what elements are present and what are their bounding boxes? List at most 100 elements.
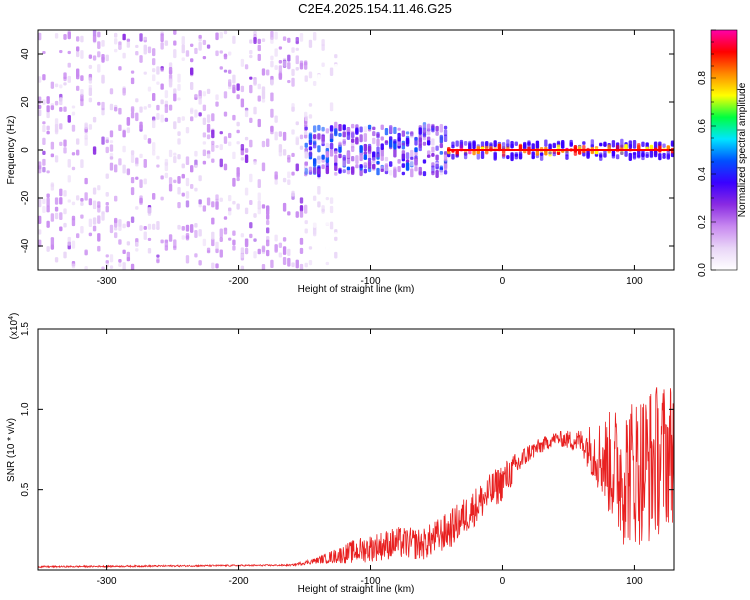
spectrogram-cell (126, 251, 131, 259)
spectrogram-cell (510, 140, 514, 149)
spectrogram-cell (181, 116, 185, 121)
spectrogram-cell (59, 197, 63, 205)
spectrogram-cell (321, 208, 325, 212)
page-title: C2E4.2025.154.11.46.G25 (298, 1, 452, 16)
spectrogram-cell (244, 154, 249, 164)
spectrogram-cell (105, 54, 109, 62)
spectrogram-cell (109, 130, 114, 138)
spectrogram-cell (410, 168, 414, 178)
spectrogram-cell (59, 123, 63, 130)
spectrogram-cell (232, 114, 236, 121)
spectrogram-cell (228, 51, 232, 56)
spectrogram-cell (122, 223, 126, 229)
y-tick-label: 20 (20, 96, 31, 108)
spectrogram-cell (232, 151, 236, 160)
spectrogram-cell (278, 59, 283, 64)
y-tick-label: 1.5 (20, 322, 31, 336)
spectrogram-cell (261, 246, 266, 253)
spectrogram-cell (244, 238, 249, 248)
snr-y-axis-label: SNR (10 * v/v) (6, 418, 17, 482)
spectrogram-cell (92, 187, 97, 195)
spectrogram-cell (38, 96, 42, 104)
spectrogram-cell (321, 62, 325, 67)
spectrogram-cell (244, 207, 249, 215)
spectrogram-cell (350, 166, 355, 175)
spectrogram-cell (173, 93, 177, 102)
spectrogram-cell (97, 233, 101, 242)
spectrogram-cell (219, 228, 223, 238)
spectrogram-cell (194, 223, 198, 228)
spectrogram-cell (63, 33, 67, 40)
spectrogram-cell (405, 137, 410, 145)
spectrogram-cell (228, 132, 232, 139)
spectrogram-cell (253, 106, 257, 115)
spectrogram-cell (173, 49, 177, 59)
spectrogram-cell (287, 79, 291, 84)
spectrogram-cell (405, 131, 410, 135)
spectrogram-cell (274, 131, 278, 141)
spectrogram-cell (334, 190, 338, 198)
spectrogram-cell (523, 143, 527, 151)
spectrogram-cell (338, 123, 342, 132)
spectrogram-cell (376, 160, 380, 165)
spectrogram-cell (439, 135, 444, 144)
spectrogram-cell (291, 68, 295, 76)
spectrogram-cell (105, 205, 109, 213)
spectrogram-cell (493, 151, 497, 160)
spectrogram-cell (135, 44, 139, 49)
colorbar-label: Normalized spectral amplitude (737, 82, 748, 217)
spectrogram-cell (38, 229, 42, 235)
spectrogram-cell (274, 244, 278, 253)
spectrogram-cell (350, 156, 355, 162)
spectrogram-cell (317, 155, 321, 162)
spectrogram-cell (42, 99, 46, 105)
spectrogram-cell (355, 164, 359, 169)
spectrogram-cell (350, 138, 355, 143)
spectrogram-cell (261, 204, 266, 209)
spectrogram-cell (114, 219, 118, 228)
spectrogram-cell (232, 87, 236, 94)
spectrogram-cell (321, 102, 325, 106)
spectrogram-cell (329, 205, 334, 214)
spectrogram-cell (240, 265, 245, 270)
spectrogram-cell (611, 140, 616, 148)
spectrogram-cell (249, 84, 253, 94)
spectrogram-cell (334, 128, 338, 137)
spectrogram-cell (215, 50, 219, 57)
spectrogram-cell (147, 140, 152, 144)
spectrogram-cell (181, 44, 185, 54)
spectrogram-cell (257, 248, 261, 255)
spectrogram-cell (152, 68, 156, 73)
spectrogram-cell (202, 104, 207, 111)
x-tick-label: -100 (361, 276, 381, 287)
snr-y-ticks: 0.5 1.0 1.5 (20, 322, 674, 497)
spectrogram-cell (506, 139, 510, 148)
spectrogram-cell (325, 162, 330, 167)
spectrogram-cell (552, 152, 556, 157)
colorbar-gradient (711, 30, 737, 270)
spectrogram-cell (291, 129, 295, 135)
spectrogram-cell (422, 141, 427, 146)
spectrogram-cell (122, 249, 126, 255)
x-tick-label: -200 (229, 576, 249, 587)
spectrogram-cell (67, 50, 71, 55)
spectrogram-cell (139, 33, 143, 42)
spectrogram-cell (270, 259, 274, 269)
spectrogram-cell (236, 129, 240, 134)
spectrogram-cell (139, 195, 143, 204)
spectrogram-cell (299, 32, 304, 42)
spectrogram-cell (101, 266, 105, 270)
spectrogram-cell (118, 158, 122, 166)
spectrogram-cell (97, 31, 101, 38)
spectrogram-cell (185, 156, 190, 166)
spectrogram-cell (308, 227, 313, 231)
spectrogram-cell (317, 185, 321, 195)
spectrogram-cell (181, 36, 185, 45)
spectrogram-cell (219, 50, 223, 54)
spectrogram-cell (325, 218, 330, 226)
spectrogram-cell (160, 239, 164, 244)
spectrogram-cell (414, 158, 418, 168)
spectrogram-cell (463, 152, 468, 156)
spectrogram-cell (439, 165, 444, 171)
spectrogram-y-axis-label: Frequency (Hz) (6, 116, 17, 185)
